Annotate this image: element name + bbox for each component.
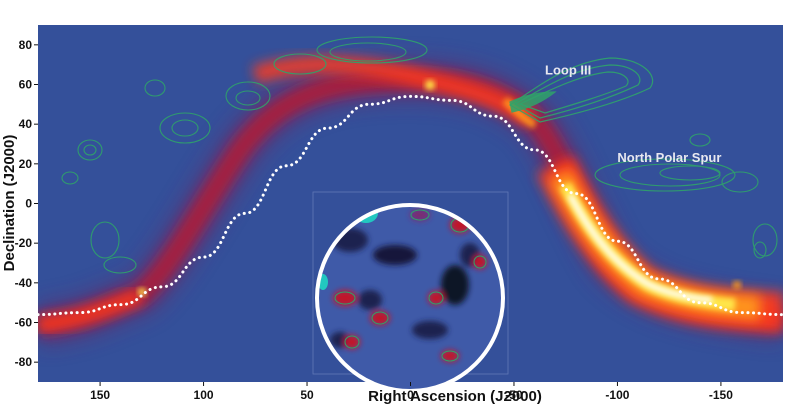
y-tick-label: -20 — [15, 236, 33, 250]
emission-band — [38, 55, 783, 347]
north-polar-spur-label: North Polar Spur — [617, 150, 721, 165]
y-tick-label: 40 — [19, 117, 33, 131]
inset-circle-border — [315, 203, 505, 393]
x-tick-label: 100 — [194, 388, 214, 402]
radio-contours — [61, 36, 778, 274]
x-tick-label: 50 — [300, 388, 314, 402]
y-tick-label: -40 — [15, 276, 33, 290]
x-tick-label: -50 — [505, 388, 523, 402]
x-tick-label: 150 — [90, 388, 110, 402]
y-tick-label: 80 — [19, 38, 33, 52]
inset-panel — [315, 203, 505, 393]
y-tick-label: -60 — [15, 316, 33, 330]
x-tick-label: -150 — [709, 388, 733, 402]
x-axis-title: Right Ascension (J2000) — [368, 388, 542, 405]
x-axis: 150 100 50 0 -50 -100 -150 — [90, 382, 733, 402]
y-axis-title: Declination (J2000) — [1, 135, 18, 272]
y-axis: 80 60 40 20 0 -20 -40 -60 -80 — [15, 38, 38, 369]
map-contents — [38, 36, 783, 347]
x-tick-label: -100 — [605, 388, 629, 402]
x-tick-label: 0 — [407, 388, 414, 402]
loop-iii-contours — [508, 57, 654, 123]
y-tick-label: 0 — [25, 197, 32, 211]
y-tick-label: 20 — [19, 157, 33, 171]
galactic-plane-line — [38, 94, 783, 317]
y-tick-label: -80 — [15, 355, 33, 369]
loop-iii-label: Loop III — [545, 63, 591, 78]
y-tick-label: 60 — [19, 78, 33, 92]
